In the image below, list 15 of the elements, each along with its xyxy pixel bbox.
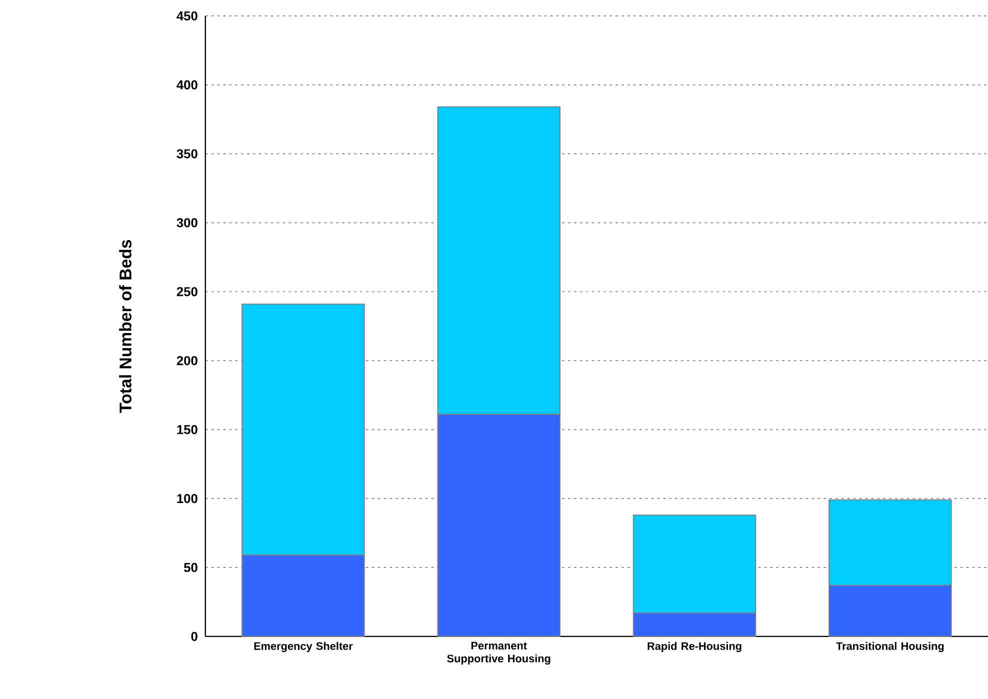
x-tick-label: Permanent Supportive Housing xyxy=(447,642,550,665)
y-axis-title: Total Number of Beds xyxy=(119,240,132,413)
y-tick-label: 450 xyxy=(176,11,198,20)
y-tick-label: 350 xyxy=(176,149,198,158)
x-tick-label: Transitional Housing xyxy=(836,642,944,652)
y-tick-label: 250 xyxy=(176,287,198,296)
y-tick-label: 200 xyxy=(176,356,198,366)
x-tick-label: Rapid Re-Housing xyxy=(648,642,742,652)
y-tick-label: 300 xyxy=(176,218,198,228)
y-tick-label: 100 xyxy=(177,494,198,504)
x-tick-label: Emergency Shelter xyxy=(254,642,353,652)
y-tick-label: 400 xyxy=(176,80,198,90)
y-tick-label: 50 xyxy=(184,562,198,572)
y-tick-label: 150 xyxy=(177,424,198,434)
y-tick-label: 0 xyxy=(191,632,198,641)
